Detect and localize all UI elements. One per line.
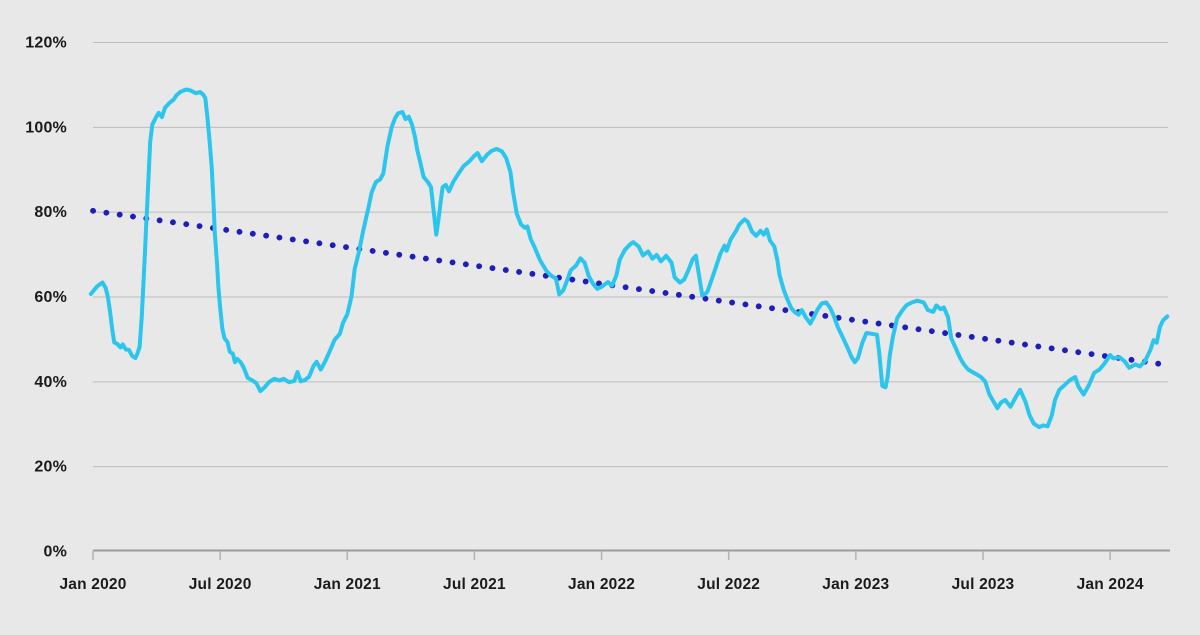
y-axis-label: 0%	[43, 544, 67, 561]
series-line	[88, 87, 1170, 430]
x-axis-label: Jan 2024	[1077, 576, 1144, 593]
x-axis-label: Jan 2022	[568, 576, 635, 593]
y-axis-label: 100%	[25, 119, 67, 136]
x-axis-label: Jul 2021	[443, 576, 506, 593]
y-axis-label: 120%	[25, 34, 67, 51]
x-axis-label: Jan 2023	[822, 576, 889, 593]
y-axis-label: 80%	[34, 204, 67, 221]
y-axis-labels: 120% 100% 80% 60% 40% 20% 0%	[25, 34, 67, 560]
x-axis-label: Jul 2022	[697, 576, 760, 593]
y-axis-label: 40%	[34, 374, 67, 391]
trendline	[90, 207, 1166, 368]
x-axis-label: Jan 2021	[314, 576, 381, 593]
x-axis-label: Jul 2020	[189, 576, 252, 593]
x-axis-label: Jul 2023	[952, 576, 1015, 593]
x-axis-ticks: Jan 2020 Jul 2020 Jan 2021 Jul 2021 Jan 2022…	[59, 551, 1144, 593]
y-axis-label: 20%	[34, 459, 67, 476]
y-axis-label: 60%	[34, 289, 67, 306]
x-axis-label: Jan 2020	[59, 576, 126, 593]
